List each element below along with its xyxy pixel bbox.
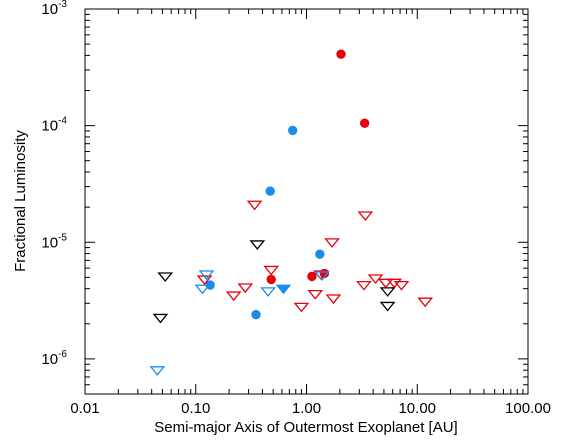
y-tick-base: 10 bbox=[41, 118, 58, 135]
data-point-triangle-upper-limit bbox=[356, 280, 372, 291]
y-tick-exponent: -4 bbox=[58, 116, 67, 127]
data-point-triangle-upper-limit bbox=[152, 313, 169, 324]
y-tick-label: 10-5 bbox=[41, 232, 67, 251]
data-point-circle bbox=[307, 271, 317, 282]
data-point-triangle-filled bbox=[275, 284, 292, 295]
x-tick-label: 100.00 bbox=[505, 400, 551, 417]
data-point-triangle-upper-limit bbox=[194, 284, 211, 295]
x-tick-label: 0.10 bbox=[181, 400, 210, 417]
data-point-triangle-upper-limit bbox=[149, 366, 166, 376]
data-point-circle bbox=[315, 249, 325, 259]
data-point-circle bbox=[287, 125, 298, 136]
data-marks bbox=[149, 49, 434, 376]
data-point-triangle-upper-limit bbox=[357, 211, 374, 222]
y-tick-label: 10-4 bbox=[41, 116, 67, 135]
y-tick-label: 10-6 bbox=[41, 349, 67, 368]
x-axis-label: Semi-major Axis of Outermost Exoplanet [… bbox=[154, 419, 457, 436]
x-axis: 0.01 0.10 1.00 10.00 100.00 bbox=[70, 9, 551, 417]
data-point-triangle-upper-limit bbox=[293, 302, 310, 313]
data-point-triangle-upper-limit bbox=[417, 297, 434, 308]
y-tick-exponent: -6 bbox=[58, 349, 67, 360]
data-point-circle bbox=[336, 49, 346, 59]
data-point-triangle-upper-limit bbox=[157, 272, 174, 283]
data-point-triangle-upper-limit bbox=[307, 289, 324, 300]
data-point-triangle-upper-limit bbox=[314, 271, 330, 282]
y-tick-base: 10 bbox=[41, 351, 58, 368]
plot-frame bbox=[84, 8, 529, 395]
data-point-triangle-upper-limit bbox=[324, 238, 340, 248]
data-point-triangle-upper-limit bbox=[237, 283, 254, 294]
y-axis: 10-610-510-410-3 bbox=[41, 0, 528, 395]
data-point-triangle-upper-limit bbox=[260, 287, 276, 297]
data-point-triangle-upper-limit bbox=[379, 301, 396, 312]
data-point-triangle-upper-limit bbox=[225, 291, 242, 302]
data-point-triangle-upper-limit bbox=[386, 278, 403, 289]
data-point-triangle-upper-limit bbox=[377, 278, 394, 289]
data-point-circle bbox=[265, 186, 275, 196]
y-tick-exponent: -5 bbox=[58, 232, 67, 243]
x-tick-label: 0.01 bbox=[70, 400, 99, 417]
data-point-triangle-upper-limit bbox=[263, 265, 280, 276]
y-tick-exponent: -3 bbox=[58, 0, 67, 10]
data-point-circle bbox=[251, 309, 261, 320]
x-tick-label: 10.00 bbox=[398, 400, 436, 417]
data-point-triangle-upper-limit bbox=[249, 240, 266, 250]
y-tick-base: 10 bbox=[41, 234, 58, 251]
data-point-circle bbox=[266, 274, 276, 285]
data-point-triangle-upper-limit bbox=[325, 294, 342, 305]
data-point-triangle-upper-limit bbox=[393, 280, 410, 291]
y-axis-label: Fractional Luminosity bbox=[12, 130, 29, 272]
y-tick-label: 10-3 bbox=[41, 0, 67, 18]
data-point-circle bbox=[359, 118, 370, 128]
data-point-triangle-upper-limit bbox=[246, 200, 263, 211]
data-point-triangle-upper-limit bbox=[198, 270, 215, 281]
data-point-triangle-upper-limit bbox=[379, 287, 396, 297]
y-tick-base: 10 bbox=[41, 1, 58, 18]
x-tick-label: 1.00 bbox=[292, 400, 321, 417]
